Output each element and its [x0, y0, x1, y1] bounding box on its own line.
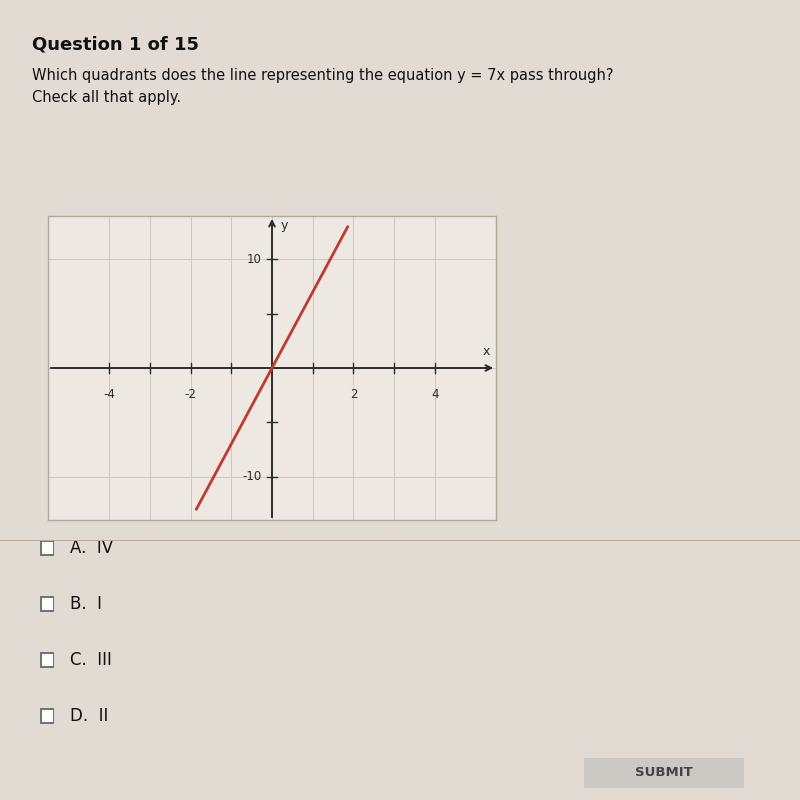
Text: B.  I: B. I — [70, 595, 102, 613]
Text: 4: 4 — [431, 387, 438, 401]
Text: 2: 2 — [350, 387, 358, 401]
Text: SUBMIT: SUBMIT — [635, 766, 693, 779]
Text: D.  II: D. II — [70, 707, 109, 725]
FancyBboxPatch shape — [41, 709, 54, 723]
Text: Check all that apply.: Check all that apply. — [32, 90, 181, 105]
Text: -4: -4 — [103, 387, 115, 401]
Text: x: x — [482, 346, 490, 358]
Text: -2: -2 — [185, 387, 197, 401]
Text: -10: -10 — [242, 470, 262, 483]
Text: A.  IV: A. IV — [70, 539, 114, 557]
FancyBboxPatch shape — [41, 541, 54, 555]
Text: C.  III: C. III — [70, 651, 112, 669]
Text: Question 1 of 15: Question 1 of 15 — [32, 36, 199, 54]
FancyBboxPatch shape — [41, 653, 54, 667]
FancyBboxPatch shape — [584, 758, 744, 788]
Text: 10: 10 — [247, 253, 262, 266]
FancyBboxPatch shape — [41, 597, 54, 611]
Text: y: y — [280, 219, 287, 232]
Text: Which quadrants does the line representing the equation y = 7x pass through?: Which quadrants does the line representi… — [32, 68, 614, 83]
